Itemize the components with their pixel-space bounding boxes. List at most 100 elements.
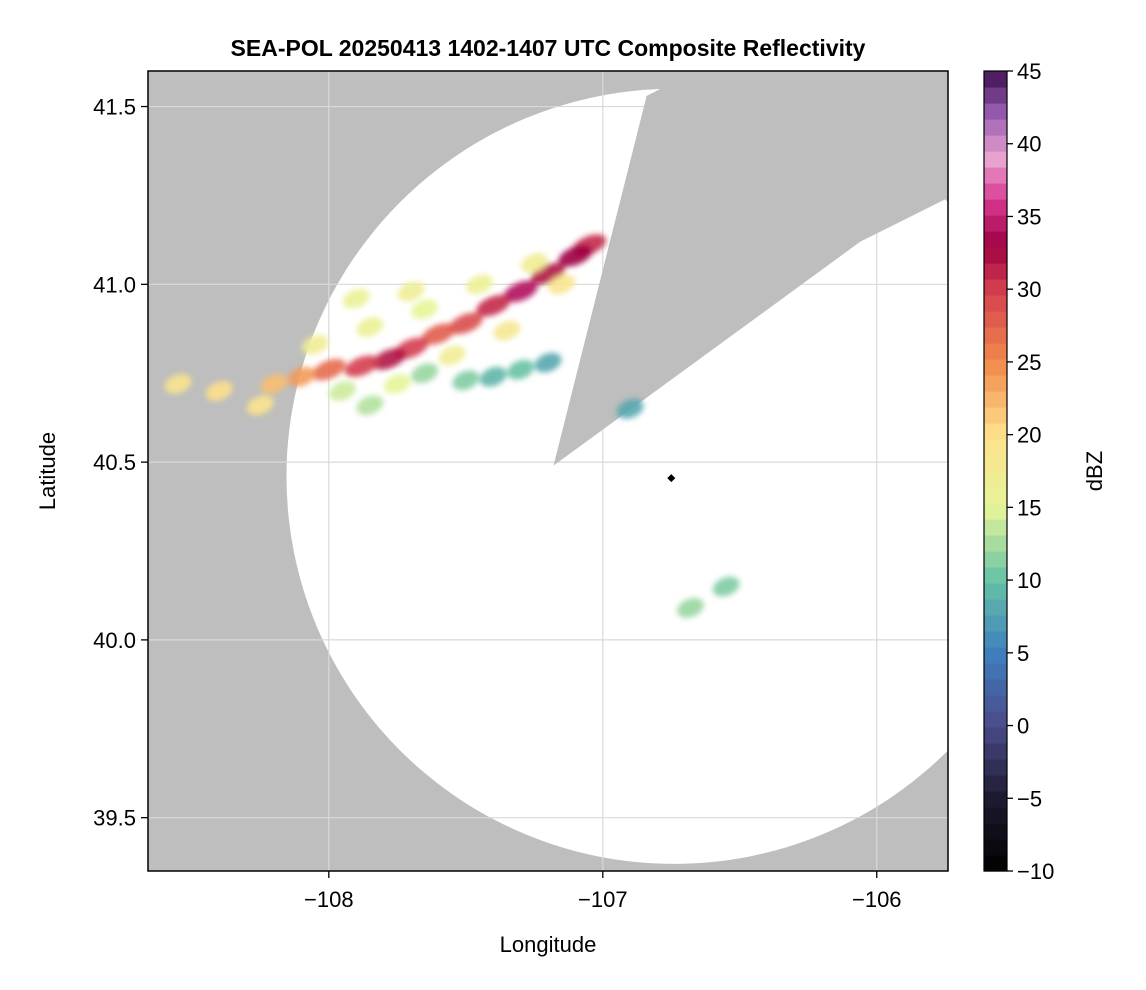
- reflectivity-cell: [466, 274, 493, 295]
- y-axis-label: Latitude: [35, 432, 60, 510]
- colorbar-segment: [984, 423, 1007, 440]
- colorbar-segment: [984, 87, 1007, 104]
- x-axis-label: Longitude: [500, 932, 597, 957]
- colorbar-tick-label: −5: [1017, 786, 1042, 811]
- x-tick-label: −107: [578, 887, 628, 912]
- reflectivity-cell: [558, 245, 593, 267]
- colorbar-tick-label: 30: [1017, 277, 1041, 302]
- y-tick-label: 41.5: [93, 95, 136, 120]
- colorbar-segment: [984, 247, 1007, 264]
- colorbar-segment: [984, 311, 1007, 328]
- colorbar-tick-label: 20: [1017, 423, 1041, 448]
- colorbar-segment: [984, 647, 1007, 664]
- colorbar-segment: [984, 855, 1007, 872]
- reflectivity-cell: [411, 299, 439, 320]
- colorbar-segment: [984, 151, 1007, 168]
- blocked-sector: [553, 71, 948, 466]
- reflectivity-cell: [616, 398, 644, 419]
- colorbar-segment: [984, 535, 1007, 552]
- colorbar-segment: [984, 327, 1007, 344]
- reflectivity-cell: [344, 355, 379, 377]
- colorbar: [983, 70, 1008, 872]
- reflectivity-cell: [301, 334, 329, 355]
- colorbar-segment: [984, 727, 1007, 744]
- colorbar-segment: [984, 279, 1007, 296]
- colorbar-segment: [984, 599, 1007, 616]
- colorbar-segment: [984, 487, 1007, 504]
- x-axis: −108 −107 −106: [304, 871, 902, 912]
- colorbar-segment: [984, 615, 1007, 632]
- colorbar-segment: [984, 471, 1007, 488]
- colorbar-ticks: −10 −5 0 5 10 15 20 25 30 35 40 45: [1007, 59, 1054, 884]
- colorbar-segment: [984, 519, 1007, 536]
- colorbar-segment: [984, 343, 1007, 360]
- colorbar-segment: [984, 199, 1007, 216]
- colorbar-segment: [984, 135, 1007, 152]
- reflectivity-cell: [448, 312, 483, 335]
- reflectivity-cell: [372, 348, 407, 370]
- markers: [667, 474, 676, 483]
- y-tick-label: 40.5: [93, 450, 136, 475]
- colorbar-tick-label: 25: [1017, 350, 1041, 375]
- reflectivity-cell: [503, 280, 538, 303]
- reflectivity-cell: [534, 352, 562, 373]
- colorbar-segment: [984, 839, 1007, 856]
- reflectivity-cell: [452, 370, 480, 391]
- reflectivity-cell: [288, 366, 315, 387]
- colorbar-tick-label: 35: [1017, 204, 1041, 229]
- colorbar-tick-label: −10: [1017, 859, 1054, 884]
- colorbar-segment: [984, 407, 1007, 424]
- y-tick-label: 40.0: [93, 628, 136, 653]
- colorbar-segment: [984, 807, 1007, 824]
- y-tick-label: 41.0: [93, 272, 136, 297]
- plot-frame: [147, 70, 949, 872]
- colorbar-tick-label: 40: [1017, 132, 1041, 157]
- colorbar-segment: [984, 183, 1007, 200]
- reflectivity-cell: [493, 320, 521, 341]
- colorbar-segment: [984, 359, 1007, 376]
- colorbar-segment: [984, 119, 1007, 136]
- reflectivity-cell: [677, 598, 704, 618]
- colorbar-segment: [984, 551, 1007, 568]
- colorbar-tick-label: 5: [1017, 641, 1029, 666]
- reflectivity-cell: [548, 274, 576, 295]
- reflectivity-cell: [356, 317, 384, 337]
- colorbar-segment: [984, 455, 1007, 472]
- chart-title: SEA-POL 20250413 1402-1407 UTC Composite…: [231, 35, 866, 61]
- colorbar-segment: [984, 695, 1007, 712]
- x-tick-label: −106: [852, 887, 902, 912]
- colorbar-frame: [983, 70, 1008, 872]
- colorbar-segment: [984, 375, 1007, 392]
- reflectivity-cell: [383, 374, 411, 394]
- reflectivity-cell: [260, 374, 288, 394]
- reflectivity-cell: [507, 359, 535, 380]
- colorbar-segment: [984, 103, 1007, 120]
- reflectivity-cell: [246, 395, 274, 416]
- reflectivity-cell: [479, 366, 507, 387]
- reflectivity-cell: [712, 576, 740, 597]
- colorbar-tick-label: 15: [1017, 495, 1041, 520]
- colorbar-tick-label: 0: [1017, 714, 1029, 739]
- radar-site-marker: [667, 474, 676, 483]
- colorbar-segment: [984, 167, 1007, 184]
- colorbar-segment: [984, 663, 1007, 680]
- reflectivity-field: [164, 234, 740, 618]
- colorbar-label: dBZ: [1082, 451, 1107, 491]
- reflectivity-cell: [476, 294, 511, 317]
- reflectivity-cell: [397, 281, 425, 302]
- plot-area: [148, 71, 948, 871]
- colorbar-segment: [984, 791, 1007, 808]
- colorbar-segment: [984, 391, 1007, 408]
- reflectivity-cell: [421, 323, 456, 345]
- reflectivity-cell: [164, 374, 192, 394]
- reflectivity-cell: [356, 395, 384, 416]
- colorbar-segment: [984, 711, 1007, 728]
- colorbar-segment: [984, 71, 1007, 88]
- reflectivity-cell: [329, 381, 356, 401]
- x-tick-label: −108: [304, 887, 354, 912]
- reflectivity-cell: [205, 381, 233, 401]
- colorbar-segment: [984, 295, 1007, 312]
- colorbar-segment: [984, 631, 1007, 648]
- reflectivity-cell: [520, 253, 548, 273]
